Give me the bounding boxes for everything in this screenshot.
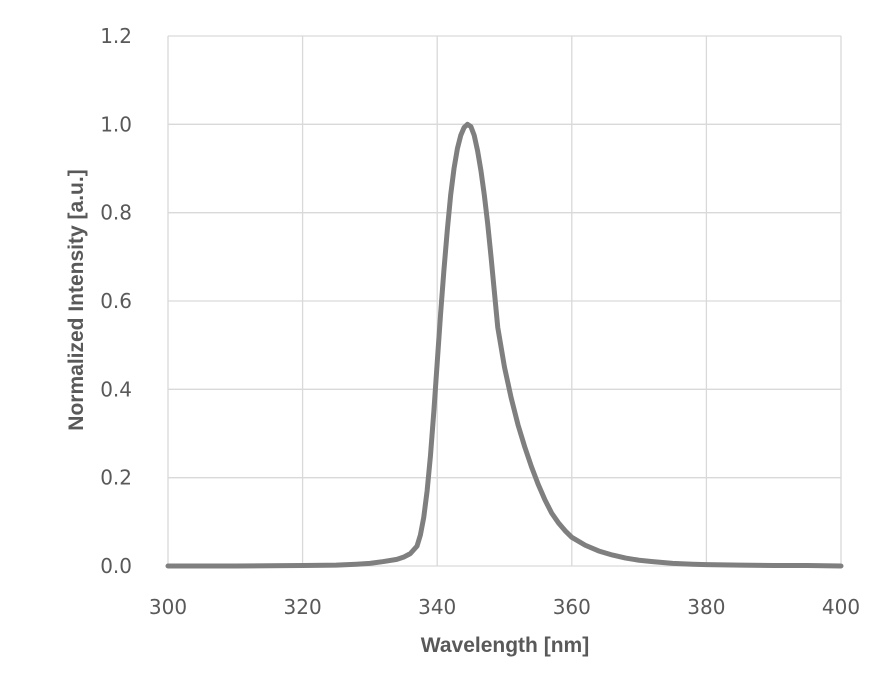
x-tick-label: 340: [418, 595, 456, 619]
y-tick-label: 0.2: [100, 466, 132, 490]
x-tick-label: 300: [149, 595, 187, 619]
tick-labels: 300 320 340 360 380 400 0.0 0.2 0.4 0.6 0.8 1.0 1.2: [100, 24, 860, 619]
x-tick-label: 320: [284, 595, 322, 619]
x-tick-label: 360: [553, 595, 591, 619]
grid: [167, 35, 842, 567]
series-line: [165, 121, 844, 569]
y-tick-label: 0.0: [100, 554, 132, 578]
y-axis-title: Normalized Intensity [a.u.]: [65, 169, 88, 430]
y-tick-label: 0.8: [100, 201, 132, 225]
y-tick-label: 1.0: [100, 112, 132, 136]
x-tick-label: 400: [822, 595, 860, 619]
x-tick-label: 380: [687, 595, 725, 619]
x-axis-title: Wavelength [nm]: [421, 634, 589, 657]
y-tick-label: 0.4: [100, 377, 132, 401]
series-layer: [165, 121, 844, 569]
y-tick-label: 0.6: [100, 289, 132, 313]
y-tick-label: 1.2: [100, 24, 132, 48]
